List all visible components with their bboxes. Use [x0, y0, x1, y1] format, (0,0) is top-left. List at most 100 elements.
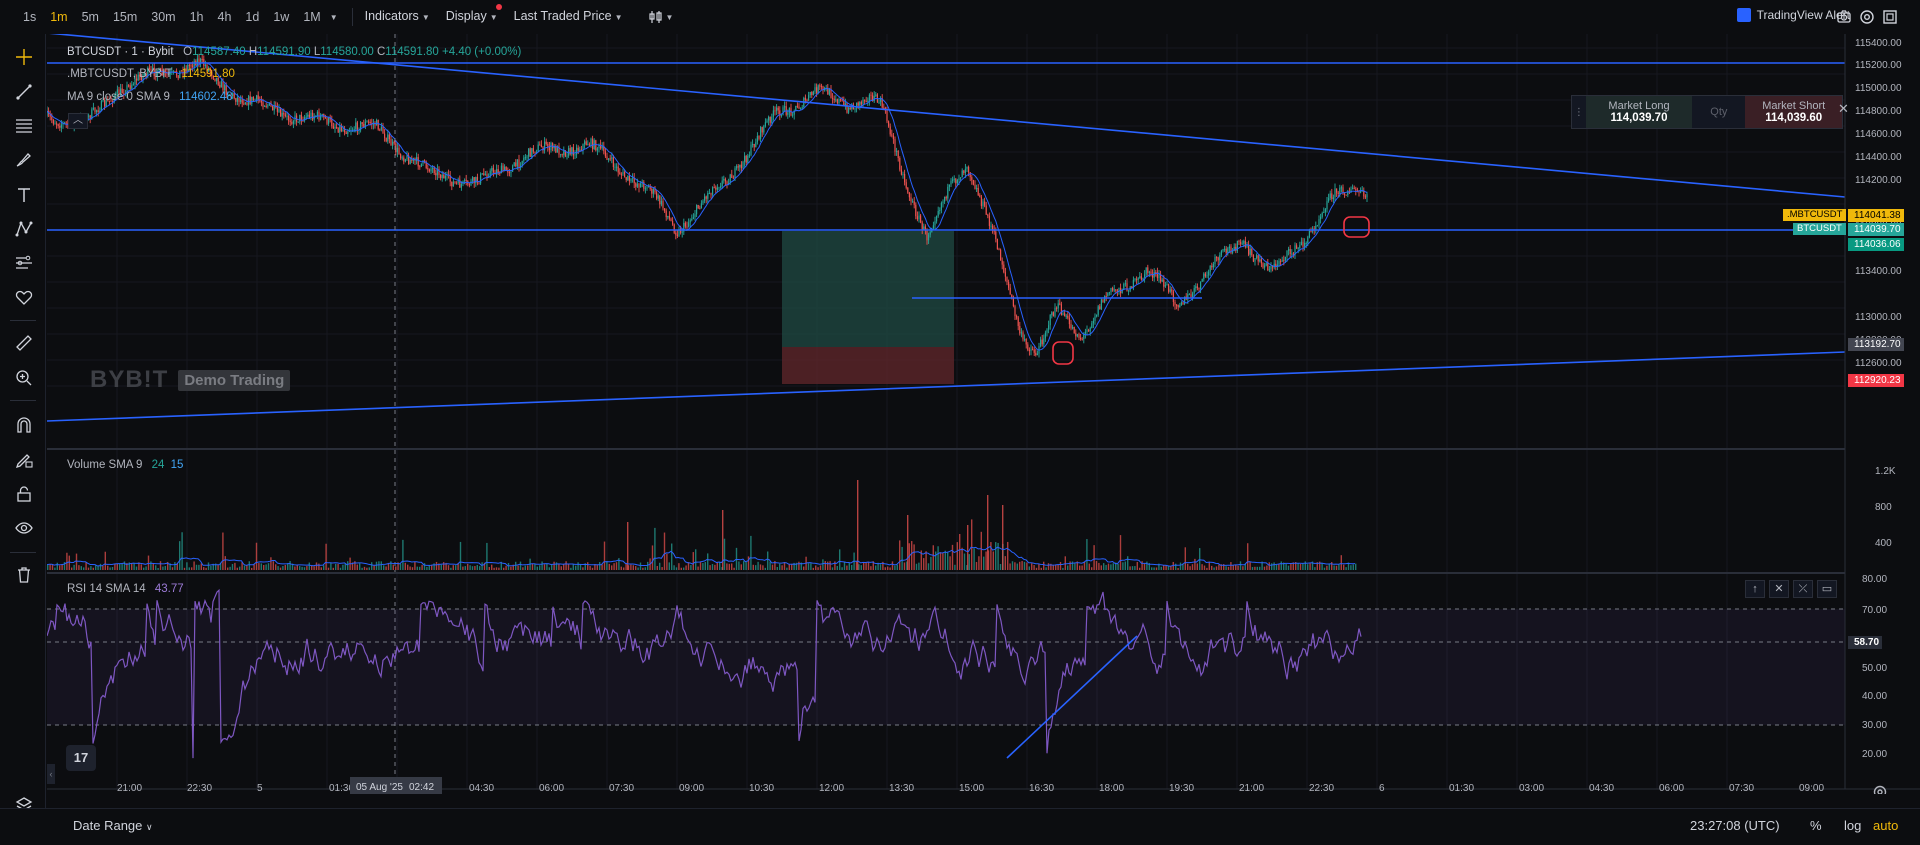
prediction-icon[interactable] — [15, 254, 33, 272]
rsi-trendline[interactable] — [1006, 635, 1138, 759]
price-tag: 114036.06 — [1848, 238, 1904, 251]
volume-value: 24 — [151, 459, 165, 471]
eye-icon[interactable] — [15, 519, 33, 537]
tradingview-alert-label: TradingView Alert — [1756, 8, 1850, 22]
magnet-icon[interactable] — [15, 416, 33, 434]
price-axis-label: 115200.00 — [1855, 60, 1902, 71]
timeframe-1h[interactable]: 1h — [189, 10, 204, 24]
close-label: C — [376, 46, 386, 58]
qty-input[interactable]: Qty — [1710, 106, 1728, 118]
settings-icon[interactable] — [1873, 785, 1887, 795]
drag-handle-icon[interactable]: ⋮ — [1573, 106, 1584, 118]
volume-legend[interactable]: Volume SMA 9 24 15 — [67, 459, 183, 471]
ma-label: MA 9 close 0 SMA 9 — [67, 91, 170, 103]
camera-icon[interactable] — [1836, 9, 1852, 25]
clock[interactable]: 23:27:08 (UTC) — [1690, 818, 1780, 833]
move-up-icon[interactable]: ↑ — [1745, 580, 1765, 598]
lock-drawing-icon[interactable] — [15, 451, 33, 469]
timeframe-dropdown-icon[interactable]: ▼ — [329, 12, 338, 22]
market-long-price: 114,039.70 — [1610, 112, 1668, 124]
volume-axis-label: 1.2K — [1875, 466, 1896, 477]
highlight-mark[interactable] — [1343, 216, 1370, 238]
time-axis-label: 01:30 — [1449, 783, 1474, 794]
percent-toggle[interactable]: % — [1810, 818, 1822, 833]
date-range-label: Date Range — [73, 818, 143, 833]
market-short-button[interactable]: Market Short 114,039.60 — [1745, 96, 1842, 128]
time-axis-label: 09:00 — [679, 783, 704, 794]
time-axis-label: 06:00 — [1659, 783, 1684, 794]
rsi-axis-label: 20.00 — [1862, 749, 1887, 760]
timeframe-1m[interactable]: 1m — [50, 10, 68, 24]
fib-retracement-icon[interactable] — [15, 117, 33, 135]
timeframe-1d[interactable]: 1d — [245, 10, 260, 24]
timeframe-1M[interactable]: 1M — [303, 10, 321, 24]
market-long-button[interactable]: Market Long 114,039.70 — [1585, 96, 1693, 128]
timeframe-4h[interactable]: 4h — [217, 10, 232, 24]
timeframe-15m[interactable]: 15m — [112, 10, 138, 24]
rsi-pane-controls: ↑ ✕ ⤫ ▭ — [1745, 580, 1837, 598]
low-label: L — [313, 46, 321, 58]
brush-icon[interactable] — [15, 151, 33, 169]
time-axis-label: 04:30 — [469, 783, 494, 794]
rsi-axis-label: 40.00 — [1862, 691, 1887, 702]
tradingview-alert-button[interactable]: TradingView Alert — [1736, 8, 1850, 22]
rsi-axis-labels[interactable]: 80.00 70.00 50.00 40.00 30.00 20.00 — [1862, 574, 1887, 760]
compare-value: 114591.80 — [181, 68, 235, 80]
rsi-legend[interactable]: RSI 14 SMA 14 43.77 — [67, 583, 184, 595]
price-type-button[interactable]: Last Traded Price ▼ — [506, 0, 631, 35]
time-axis-label: 04:30 — [1589, 783, 1614, 794]
date-range-button[interactable]: Date Range ∨ — [73, 818, 153, 833]
zoom-in-icon[interactable] — [15, 369, 33, 387]
lock-icon[interactable] — [15, 485, 33, 503]
trendline-descending[interactable] — [47, 34, 1846, 198]
pattern-icon[interactable] — [15, 220, 33, 238]
settings-icon[interactable] — [1859, 9, 1875, 25]
ruler-icon[interactable] — [15, 334, 33, 352]
collapse-icon[interactable]: ⤫ — [1793, 580, 1813, 598]
heart-icon[interactable] — [15, 289, 33, 307]
tradingview-alert-icon — [1736, 8, 1751, 22]
log-toggle[interactable]: log — [1844, 818, 1862, 833]
crosshair-icon[interactable] — [15, 48, 33, 66]
position-profit-zone[interactable] — [782, 231, 954, 347]
main-legend[interactable]: BTCUSDT · 1 · Bybit O114587.40 H114591.9… — [67, 46, 522, 58]
display-button[interactable]: Display ▼ — [438, 0, 506, 35]
chevron-down-icon: ∨ — [146, 822, 153, 832]
tradingview-logo[interactable]: 17 — [66, 745, 96, 771]
chevron-down-icon: ▼ — [421, 13, 430, 22]
collapse-toolbar-icon[interactable]: ‹ — [47, 764, 55, 784]
timeframe-30m[interactable]: 30m — [151, 10, 176, 24]
close-icon[interactable]: ✕ — [1838, 101, 1849, 116]
text-tool-icon[interactable] — [15, 186, 33, 204]
volume-bars — [47, 480, 1357, 570]
price-axis-label: 112600.00 — [1855, 358, 1902, 369]
volume-axis-labels[interactable]: 1.2K 800 400 — [1875, 466, 1896, 549]
timeframe-1w[interactable]: 1w — [273, 10, 290, 24]
trendline-ascending[interactable] — [47, 351, 1846, 422]
trendline-icon[interactable] — [15, 83, 33, 101]
timeframe-1s[interactable]: 1s — [23, 10, 37, 24]
collapse-legend-button[interactable]: ︿ — [68, 113, 88, 129]
volume-label: Volume SMA 9 — [67, 459, 143, 471]
timeframe-5m[interactable]: 5m — [81, 10, 99, 24]
low-value: 114580.00 — [320, 46, 374, 58]
chart-type-button[interactable]: ▼ — [641, 0, 682, 35]
indicators-button[interactable]: Indicators ▼ — [357, 0, 438, 35]
highlight-mark[interactable] — [1052, 341, 1074, 365]
toolbar-divider — [10, 320, 36, 321]
time-axis-label: 16:30 — [1029, 783, 1054, 794]
time-axis-labels[interactable]: 21:00 22:30 5 01:30 04:30 06:00 07:30 09:00 10:3… — [117, 783, 1824, 794]
auto-toggle[interactable]: auto — [1873, 818, 1899, 833]
ma-legend[interactable]: MA 9 close 0 SMA 9 114602.48 — [67, 91, 233, 103]
indicators-label: Indicators — [364, 9, 419, 23]
price-axis-label: 113400.00 — [1855, 266, 1902, 277]
maximize-icon[interactable]: ▭ — [1817, 580, 1837, 598]
compare-legend[interactable]: .MBTCUSDT, BYBIT 114591.80 — [67, 68, 235, 80]
volume-axis-label: 800 — [1875, 502, 1892, 513]
chart-area[interactable]: 115400.00 115200.00 115000.00 114800.00 1146… — [47, 34, 1920, 794]
position-loss-zone[interactable] — [782, 347, 954, 384]
close-icon[interactable]: ✕ — [1769, 580, 1789, 598]
trash-icon[interactable] — [15, 566, 33, 584]
fullscreen-icon[interactable] — [1882, 9, 1898, 25]
symbol-name[interactable]: BTCUSDT — [67, 46, 122, 58]
